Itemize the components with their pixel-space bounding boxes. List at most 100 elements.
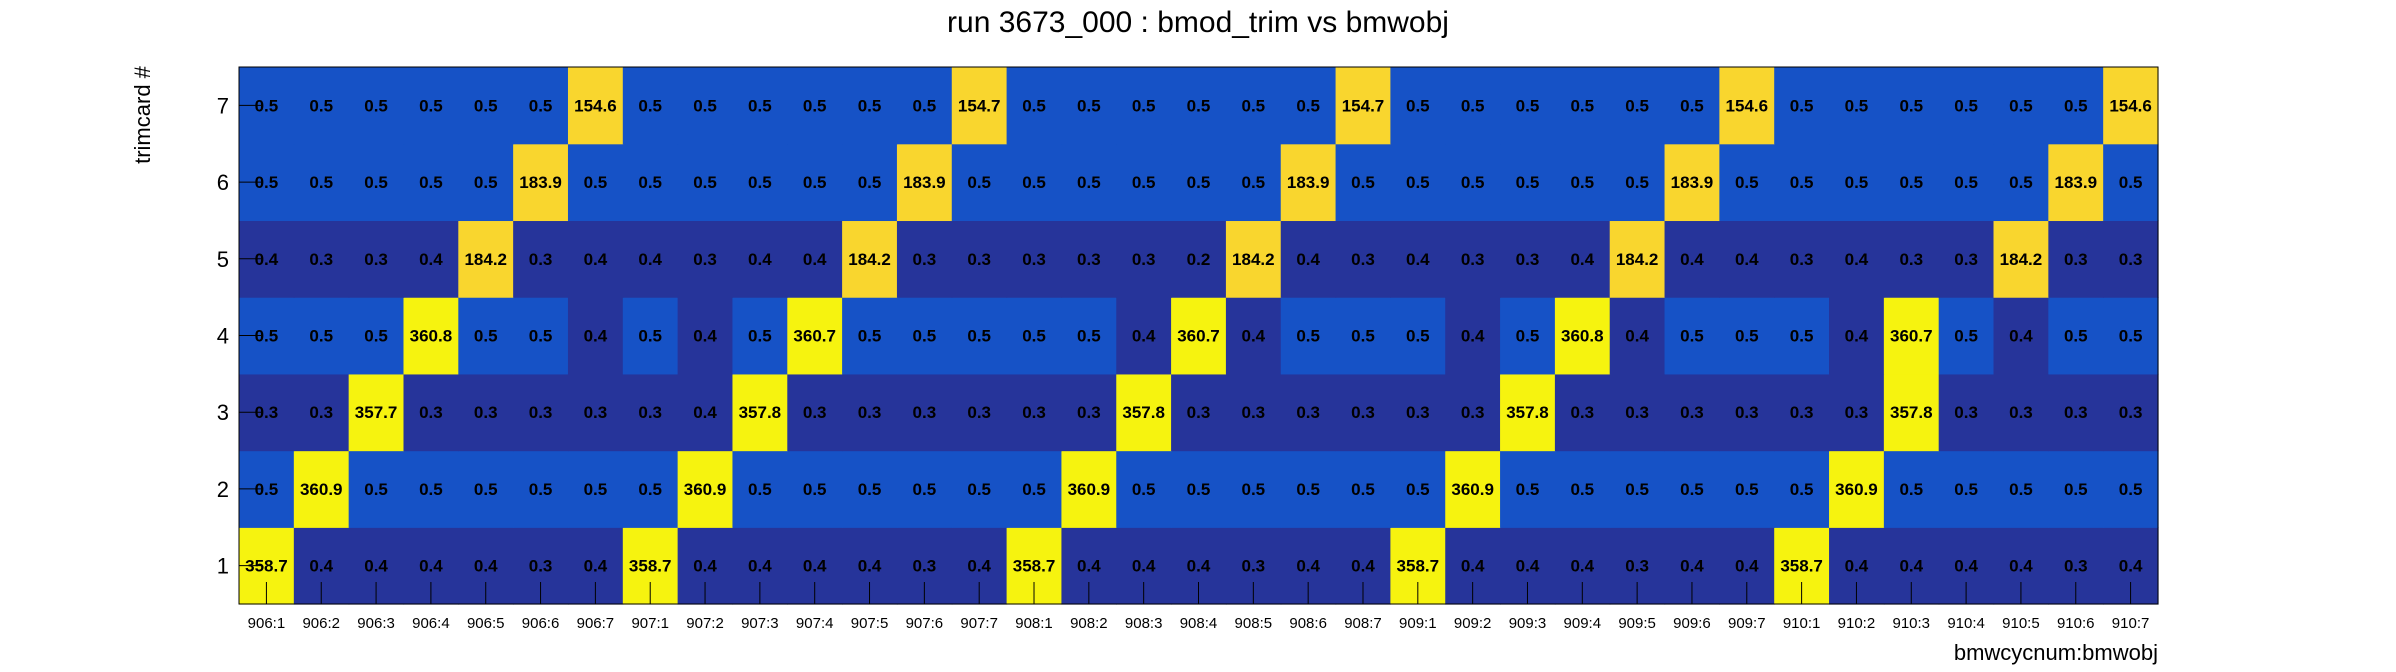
cell-value-label: 0.4 xyxy=(1899,557,1923,576)
cell-value-label: 0.3 xyxy=(1461,250,1485,269)
x-tick-label: 906:2 xyxy=(302,615,340,632)
cell-value-label: 0.3 xyxy=(967,403,991,422)
cell-value-label: 0.5 xyxy=(309,327,333,346)
cell-value-label: 0.4 xyxy=(1351,557,1375,576)
heatmap-cell xyxy=(732,450,788,528)
cell-value-label: 0.4 xyxy=(1680,250,1704,269)
cell-value-label: 0.5 xyxy=(309,173,333,192)
cell-value-label: 0.5 xyxy=(1022,173,1046,192)
cell-value-label: 0.4 xyxy=(2009,557,2033,576)
heatmap-cell xyxy=(951,373,1008,452)
heatmap-cell xyxy=(513,450,569,528)
heatmap-cell xyxy=(1664,297,1720,375)
cell-value-label: 0.5 xyxy=(1625,480,1649,499)
heatmap-cell xyxy=(1609,220,1666,298)
cell-value-label: 0.5 xyxy=(1899,173,1923,192)
cell-value-label: 154.7 xyxy=(1342,96,1385,115)
heatmap-cell xyxy=(1006,450,1063,528)
cell-value-label: 360.9 xyxy=(1068,480,1111,499)
heatmap-cell xyxy=(1171,220,1227,298)
cell-value-label: 0.5 xyxy=(1516,480,1540,499)
cell-value-label: 0.5 xyxy=(1461,173,1485,192)
cell-value-label: 0.5 xyxy=(1077,327,1101,346)
heatmap-cell xyxy=(2103,373,2159,452)
x-axis-title: bmwcycnum:bmwobj xyxy=(1954,640,2158,665)
heatmap-cell xyxy=(1829,450,1885,528)
x-tick-label: 908:5 xyxy=(1235,615,1273,632)
x-tick-label: 908:1 xyxy=(1015,615,1053,632)
heatmap-cell xyxy=(1225,220,1282,298)
heatmap-cell xyxy=(1719,67,1775,145)
cell-value-label: 0.5 xyxy=(913,327,937,346)
cell-value-label: 0.5 xyxy=(1022,96,1046,115)
cell-value-label: 0.5 xyxy=(638,173,662,192)
y-tick-label: 5 xyxy=(217,247,229,272)
cell-value-label: 0.5 xyxy=(2064,480,2088,499)
cell-value-label: 0.4 xyxy=(638,250,662,269)
cell-value-label: 0.5 xyxy=(1406,480,1430,499)
cell-value-label: 0.5 xyxy=(1242,96,1266,115)
cell-value-label: 0.5 xyxy=(1516,173,1540,192)
heatmap-cell xyxy=(842,220,898,298)
heatmap-cell xyxy=(2048,373,2104,452)
heatmap-cell xyxy=(458,67,514,145)
cell-value-label: 0.5 xyxy=(529,96,553,115)
cell-value-label: 0.3 xyxy=(1570,403,1594,422)
cell-value-label: 0.5 xyxy=(1680,327,1704,346)
cell-value-label: 0.4 xyxy=(693,403,717,422)
cell-value-label: 184.2 xyxy=(464,250,507,269)
cell-value-label: 0.5 xyxy=(2064,96,2088,115)
cell-value-label: 0.3 xyxy=(1406,403,1430,422)
cell-value-label: 154.6 xyxy=(1726,96,1769,115)
y-tick-label: 4 xyxy=(217,324,229,349)
heatmap-cell xyxy=(896,220,953,298)
heatmap-cell xyxy=(1225,297,1282,375)
heatmap-cell xyxy=(1554,297,1611,375)
cell-value-label: 0.3 xyxy=(2064,557,2088,576)
cell-value-label: 0.3 xyxy=(1242,403,1266,422)
cell-value-label: 0.3 xyxy=(2119,403,2143,422)
cell-value-label: 0.3 xyxy=(803,403,827,422)
cell-value-label: 0.5 xyxy=(858,327,882,346)
cell-value-label: 0.3 xyxy=(1351,403,1375,422)
heatmap-cell xyxy=(1006,297,1063,375)
cell-value-label: 360.9 xyxy=(300,480,343,499)
heatmap-cell xyxy=(348,67,405,145)
heatmap-cell xyxy=(2048,143,2104,222)
cell-value-label: 0.4 xyxy=(1735,250,1759,269)
heatmap-cell xyxy=(1280,450,1337,528)
cell-value-label: 0.4 xyxy=(1242,327,1266,346)
x-tick-label: 908:7 xyxy=(1344,615,1382,632)
x-tick-label: 908:2 xyxy=(1070,615,1108,632)
x-tick-label: 909:7 xyxy=(1728,615,1766,632)
heatmap-cell xyxy=(513,67,569,145)
heatmap-cell xyxy=(732,67,788,145)
heatmap-cell xyxy=(458,297,514,375)
cell-value-label: 0.4 xyxy=(584,557,608,576)
cell-value-label: 360.7 xyxy=(1177,327,1220,346)
heatmap-cell xyxy=(1774,373,1830,452)
cell-value-label: 0.4 xyxy=(1845,327,1869,346)
x-tick-label: 907:4 xyxy=(796,615,834,632)
heatmap-cell xyxy=(1774,297,1830,375)
heatmap-cell xyxy=(1993,143,2049,222)
heatmap-cell xyxy=(1445,373,1501,452)
heatmap-cell xyxy=(677,67,734,145)
cell-value-label: 0.5 xyxy=(858,480,882,499)
x-tick-label: 906:6 xyxy=(522,615,560,632)
x-tick-label: 906:3 xyxy=(357,615,395,632)
cell-value-label: 0.3 xyxy=(1077,250,1101,269)
heatmap-cell xyxy=(1609,373,1666,452)
cell-value-label: 357.7 xyxy=(355,403,398,422)
heatmap-cell xyxy=(2103,297,2159,375)
x-tick-label: 908:3 xyxy=(1125,615,1163,632)
heatmap-cell xyxy=(787,67,843,145)
heatmap-cell xyxy=(1280,143,1337,222)
cell-value-label: 0.4 xyxy=(1132,327,1156,346)
cell-value-label: 0.5 xyxy=(803,173,827,192)
cell-value-label: 0.3 xyxy=(1242,557,1266,576)
heatmap-cell xyxy=(1006,67,1063,145)
heatmap-cell xyxy=(1390,67,1446,145)
heatmap-cell xyxy=(1225,143,1282,222)
cell-value-label: 0.5 xyxy=(1187,173,1211,192)
